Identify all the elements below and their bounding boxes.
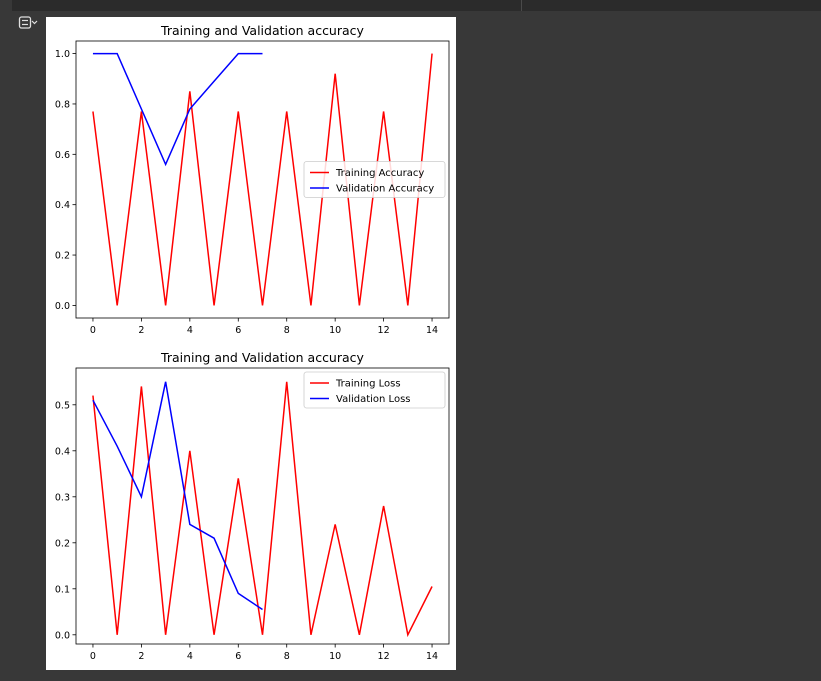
series-line-validation bbox=[92, 52, 263, 167]
y-tick-label: 0.5 bbox=[55, 400, 70, 411]
chart-title: Training and Validation accuracy bbox=[160, 350, 364, 365]
legend-label-training: Training Loss bbox=[335, 379, 401, 390]
axes-frame bbox=[75, 367, 450, 645]
y-tick-label: 0.0 bbox=[55, 630, 70, 641]
x-tick-label: 0 bbox=[90, 325, 96, 336]
legend-label-validation: Validation Accuracy bbox=[336, 184, 434, 195]
x-tick-label: 14 bbox=[426, 651, 438, 662]
x-tick-label: 0 bbox=[90, 651, 96, 662]
x-tick-label: 12 bbox=[378, 651, 390, 662]
legend-box bbox=[303, 161, 446, 198]
y-tick-label: 0.2 bbox=[55, 251, 70, 262]
x-tick-label: 2 bbox=[138, 651, 144, 662]
output-collapse-icon[interactable] bbox=[18, 14, 38, 34]
y-tick-label: 0.0 bbox=[55, 301, 70, 312]
x-tick-label: 10 bbox=[329, 651, 341, 662]
loss-chart: Training and Validation accuracy 0 2 4 6 8 10… bbox=[55, 350, 450, 662]
x-tick-label: 6 bbox=[235, 651, 241, 662]
x-tick-label: 8 bbox=[284, 651, 290, 662]
x-tick-label: 4 bbox=[187, 325, 193, 336]
y-tick-label: 0.2 bbox=[55, 538, 70, 549]
axes-frame bbox=[75, 40, 450, 319]
legend: Training Loss Validation Loss bbox=[303, 371, 446, 409]
x-tick-label: 2 bbox=[138, 325, 144, 336]
y-tick-label: 0.4 bbox=[55, 200, 70, 211]
x-tick-label: 14 bbox=[426, 325, 438, 336]
accuracy-chart: Training and Validation accuracy 0 2 4 6 8 10… bbox=[55, 23, 450, 336]
x-tick-label: 4 bbox=[187, 651, 193, 662]
y-tick-label: 1.0 bbox=[55, 49, 70, 60]
y-tick-label: 0.1 bbox=[55, 584, 70, 595]
legend-box bbox=[303, 371, 446, 409]
x-tick-label: 8 bbox=[284, 325, 290, 336]
y-tick-label: 0.4 bbox=[55, 446, 70, 457]
series-line-validation bbox=[92, 381, 263, 611]
top-bar-divider bbox=[521, 0, 522, 11]
notebook-top-bar bbox=[12, 0, 821, 11]
y-tick-label: 0.8 bbox=[55, 99, 70, 110]
y-tick-label: 0.3 bbox=[55, 492, 70, 503]
legend: Training Accuracy Validation Accuracy bbox=[303, 161, 446, 198]
x-tick-label: 6 bbox=[235, 325, 241, 336]
chart-title: Training and Validation accuracy bbox=[160, 23, 364, 38]
series-line-training bbox=[92, 381, 433, 638]
legend-label-training: Training Accuracy bbox=[335, 168, 424, 179]
x-tick-label: 10 bbox=[329, 325, 341, 336]
y-tick-label: 0.6 bbox=[55, 150, 70, 161]
matplotlib-figure: Training and Validation accuracy 0 2 4 6 8 10… bbox=[46, 17, 456, 670]
x-tick-label: 12 bbox=[378, 325, 390, 336]
figure-canvas: Training and Validation accuracy 0 2 4 6 8 10… bbox=[55, 23, 450, 662]
legend-label-validation: Validation Loss bbox=[336, 394, 411, 405]
